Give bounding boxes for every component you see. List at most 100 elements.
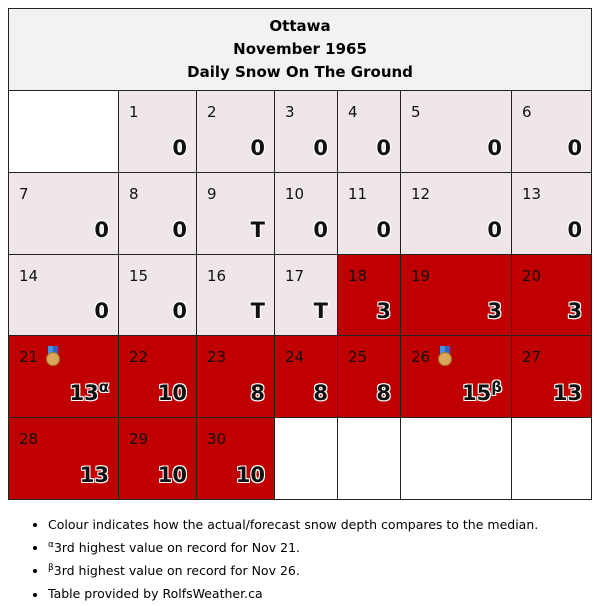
day-number: 19 [411,266,431,285]
snow-depth-value: 0 [313,219,328,241]
snow-depth-number: 13 [552,381,583,406]
snow-depth-value: 0 [487,217,502,242]
snow-depth-number: 0 [567,217,583,242]
medal-icon [44,346,62,367]
medal-icon [436,346,454,367]
day-cell: 27 13 [510,335,593,419]
snow-depth-number: 0 [313,135,328,160]
snow-depth-value: 8 [313,383,328,404]
snow-depth-value: 13 [80,465,109,486]
footnote-alpha-mark: α [48,540,54,551]
day-number: 6 [522,103,532,121]
header-period: November 1965 [233,40,367,58]
snow-depth-value: 3 [376,301,391,322]
footnote-beta: β3rd highest value on record for Nov 26. [48,558,600,581]
snow-depth-value: 3 [487,301,502,322]
day-number: 15 [129,266,149,285]
day-number: 21 [19,348,39,367]
day-number: 24 [285,348,305,367]
day-cell: 21 13α [8,335,119,419]
snow-depth-value: 13 [553,383,582,404]
day-number: 12 [411,184,431,203]
snow-depth-number: 0 [94,217,109,242]
snow-depth-value: 8 [376,383,391,404]
day-number: 4 [348,103,358,121]
day-cell: 10 0 [274,171,338,255]
snow-depth-value: 0 [313,135,328,160]
day-number: 11 [348,184,368,203]
day-cell: 26 15β [400,335,512,419]
snow-depth-value: 0 [567,135,583,160]
day-number: 10 [285,184,305,203]
day-cell: 16 T [196,253,275,337]
day-number: 14 [19,266,39,285]
snow-depth-number: 8 [376,381,391,406]
snow-depth-number: 0 [487,217,502,242]
snow-depth-value: 0 [567,217,583,242]
snow-depth-number: 15 [462,381,492,406]
snow-depth-number: 8 [250,381,265,406]
snow-depth-number: 3 [487,299,502,324]
snow-depth-value: 0 [250,135,265,160]
snow-depth-value: 13α [69,380,109,406]
snow-depth-number: 13 [69,381,99,406]
day-cell: 28 13 [8,417,119,500]
snow-depth-number: 0 [567,135,583,160]
day-number: 8 [129,184,139,203]
day-number: 26 [411,348,431,367]
record-footnote-mark: α [98,378,109,397]
empty-day-cell [337,417,401,500]
snow-depth-value: T [250,217,265,242]
day-cell: 18 3 [337,253,401,337]
snow-depth-number: 0 [487,135,502,160]
day-number: 20 [522,266,542,285]
snow-depth-value: 0 [172,217,187,242]
snow-depth-value: 0 [172,137,187,159]
day-number: 23 [207,348,227,367]
day-number: 28 [19,430,39,449]
day-number: 17 [285,266,305,285]
calendar-week-row: 14 0 15 0 16 T 17 T 18 3 19 3 20 3 [8,253,593,337]
snow-depth-number: 0 [172,299,187,324]
footnote-colour: Colour indicates how the actual/forecast… [48,512,600,535]
day-number: 5 [411,103,421,121]
day-number: 18 [348,266,368,285]
day-number: 7 [19,184,29,203]
snow-depth-number: 0 [172,217,187,242]
day-number: 2 [207,103,217,121]
snow-depth-value: 0 [376,217,391,242]
day-number: 22 [129,348,149,367]
snow-depth-value: 15β [462,380,502,406]
day-cell: 25 8 [337,335,401,419]
footnotes: Colour indicates how the actual/forecast… [30,512,600,605]
snow-depth-number: 0 [94,299,109,324]
calendar-week-row: 21 13α 22 10 23 8 24 8 25 8 26 15β 27 13 [8,335,593,419]
day-cell: 22 10 [118,335,197,419]
day-cell: 12 0 [400,171,512,255]
snow-depth-number: 0 [376,135,391,160]
day-number: 16 [207,266,227,285]
footnote-beta-mark: β [48,563,54,574]
day-number: 30 [207,430,227,449]
day-cell: 24 8 [274,335,338,419]
snow-depth-number: T [250,217,265,242]
snow-depth-value: 0 [172,301,187,322]
snow-depth-value: T [314,301,328,322]
day-number: 27 [522,348,542,367]
snow-depth-number: 13 [79,463,109,487]
day-cell: 19 3 [400,253,512,337]
snow-depth-value: 10 [158,465,187,486]
day-cell: 23 8 [196,335,275,419]
empty-day-cell [400,417,512,500]
snow-depth-number: 0 [376,217,391,242]
day-number: 9 [207,184,217,203]
day-number: 25 [348,348,368,367]
snow-depth-number: 0 [250,135,265,160]
